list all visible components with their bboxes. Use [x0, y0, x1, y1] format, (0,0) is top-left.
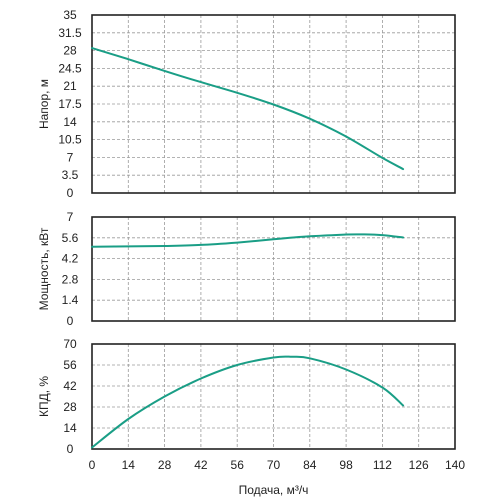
head-y-tick-label: 17.5 [58, 97, 82, 111]
efficiency-curve [91, 355, 405, 449]
head-y-tick-label: 24.5 [58, 61, 82, 75]
x-tick-label: 70 [267, 458, 281, 472]
x-tick-label: 140 [445, 458, 465, 472]
power-plot-frame [91, 216, 456, 322]
power-y-tick-label: 7 [67, 210, 74, 224]
efficiency-y-tick-label: 28 [63, 400, 77, 414]
head-curve [91, 47, 405, 171]
efficiency-y-tick-label: 56 [63, 358, 77, 372]
head-y-tick-label: 14 [63, 115, 77, 129]
power-y-tick-label: 2.8 [62, 272, 79, 286]
power-panel: 0 1.4 2.8 4.2 5.6 7 Мощность, кВт [37, 210, 456, 328]
x-tick-label: 28 [158, 458, 172, 472]
efficiency-y-tick-label: 70 [63, 337, 77, 351]
x-tick-label: 84 [303, 458, 317, 472]
power-y-tick-label: 0 [67, 314, 74, 328]
power-y-tick-label: 4.2 [62, 252, 79, 266]
head-y-axis-label: Напор, м [37, 79, 51, 129]
head-plot-frame [91, 14, 456, 194]
head-y-tick-label: 3.5 [62, 168, 79, 182]
x-tick-label: 0 [89, 458, 96, 472]
x-tick-label: 126 [409, 458, 429, 472]
x-tick-label: 112 [373, 458, 392, 472]
x-tick-label: 14 [122, 458, 136, 472]
head-y-tick-label: 21 [63, 79, 77, 93]
efficiency-plot-frame [91, 343, 456, 450]
x-tick-label: 56 [231, 458, 245, 472]
efficiency-y-axis-label: КПД, % [37, 376, 51, 417]
power-y-tick-label: 1.4 [62, 293, 79, 307]
power-y-tick-label: 5.6 [62, 231, 79, 245]
efficiency-panel: 0 14 28 42 56 70 КПД, % 0 14 28 42 56 70 84 98 112 126 14… [37, 337, 465, 497]
head-y-tick-label: 28 [63, 44, 77, 58]
x-tick-label: 98 [339, 458, 353, 472]
power-curve [91, 233, 405, 248]
head-y-tick-label: 10.5 [58, 133, 82, 147]
efficiency-y-tick-label: 42 [63, 379, 77, 393]
head-y-tick-label: 0 [67, 186, 74, 200]
x-axis-label: Подача, м³/ч [239, 483, 309, 497]
head-y-tick-label: 7 [67, 150, 74, 164]
x-tick-label: 42 [194, 458, 208, 472]
efficiency-y-tick-label: 14 [63, 421, 77, 435]
efficiency-y-tick-label: 0 [67, 442, 74, 456]
head-panel: 0 3.5 7 10.5 14 17.5 21 24.5 28 31.5 35 Напор, м [37, 8, 456, 200]
head-y-tick-label: 35 [63, 8, 77, 22]
power-y-axis-label: Мощность, кВт [37, 227, 51, 310]
head-y-tick-label: 31.5 [58, 26, 82, 40]
